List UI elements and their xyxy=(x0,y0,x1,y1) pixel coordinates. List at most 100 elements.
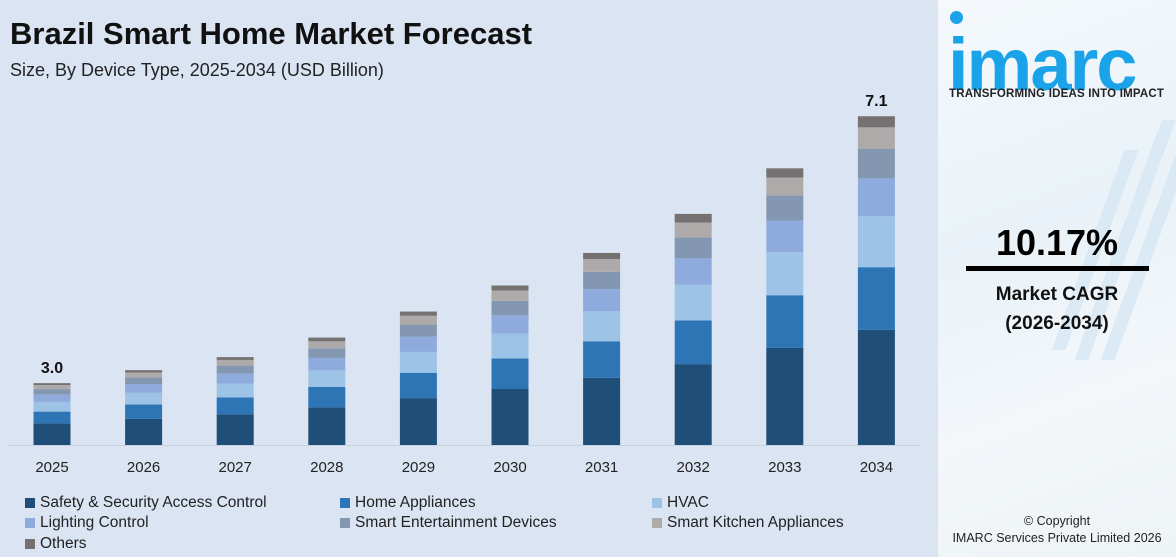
bar-segment-2026-2 xyxy=(125,392,163,405)
chart-panel: 2025 3.0 2026 2027 2028 2029 2030 2031 2032 2033 2… xyxy=(8,16,920,553)
total-label: 3.0 xyxy=(41,360,63,377)
company-name: IMARC Services Private Limited 2026 xyxy=(952,531,1162,545)
bar-segment-2030-6 xyxy=(491,285,529,291)
bar-segment-2030-4 xyxy=(491,300,529,316)
bar-segment-2031-4 xyxy=(583,271,621,290)
bar-segment-2028-4 xyxy=(308,348,346,358)
bar-segment-2033-3 xyxy=(766,220,804,253)
bar-segment-2028-1 xyxy=(308,386,346,408)
bar-segment-2032-0 xyxy=(674,364,712,445)
copyright: © Copyright xyxy=(1023,514,1091,528)
bar-segment-2025-1 xyxy=(33,411,71,424)
total-label: 7.1 xyxy=(865,93,887,110)
bar-segment-2032-1 xyxy=(674,320,712,365)
legend-item: Lighting Control xyxy=(25,514,149,532)
bar-segment-2029-4 xyxy=(399,324,437,337)
legend-item: Safety & Security Access Control xyxy=(25,494,267,512)
bar-segment-2029-1 xyxy=(399,372,437,399)
legend-item: Smart Entertainment Devices xyxy=(340,514,557,532)
bar-segment-2025-5 xyxy=(33,385,71,390)
bar-segment-2034-4 xyxy=(857,148,895,179)
bar-segment-2030-1 xyxy=(491,358,529,389)
bar-segment-2026-6 xyxy=(125,370,163,373)
bar-segment-2027-3 xyxy=(216,373,254,384)
bar-segment-2034-3 xyxy=(857,178,895,217)
divider xyxy=(966,266,1149,271)
stacked-bar-chart: 2025 3.0 2026 2027 2028 2029 2030 2031 2032 2033 2… xyxy=(8,93,920,476)
bar-segment-2029-0 xyxy=(399,398,437,445)
x-tick-label: 2025 xyxy=(35,459,68,476)
bar-segment-2032-5 xyxy=(674,222,712,238)
bar-segment-2028-5 xyxy=(308,341,346,349)
bar-segment-2031-1 xyxy=(583,341,621,378)
bar-segment-2027-2 xyxy=(216,383,254,398)
bar-segment-2031-0 xyxy=(583,377,621,445)
bar-segment-2031-2 xyxy=(583,311,621,342)
bar-segment-2029-2 xyxy=(399,351,437,373)
chart-subtitle: Size, By Device Type, 2025-2034 (USD Bil… xyxy=(10,60,384,80)
bar-segment-2027-0 xyxy=(216,414,254,445)
bar-segment-2031-6 xyxy=(583,252,621,260)
legend-label: Others xyxy=(40,535,87,552)
legend-label: Home Appliances xyxy=(355,494,476,511)
bar-segment-2025-2 xyxy=(33,401,71,412)
cagr-period: (2026-2034) xyxy=(1005,313,1109,334)
bar-segment-2031-5 xyxy=(583,259,621,272)
bar-segment-2032-4 xyxy=(674,237,712,259)
bar-segment-2034-1 xyxy=(857,267,895,330)
bar-segment-2025-3 xyxy=(33,394,71,402)
bar-segment-2033-2 xyxy=(766,252,804,296)
bar-segment-2030-2 xyxy=(491,333,529,359)
bar-segment-2026-3 xyxy=(125,384,163,393)
x-tick-label: 2028 xyxy=(310,459,343,476)
bar-segment-2030-3 xyxy=(491,315,529,334)
legend-item: Smart Kitchen Appliances xyxy=(652,514,844,532)
legend-swatch xyxy=(25,539,35,549)
bar-segment-2028-0 xyxy=(308,407,346,445)
bar-segment-2025-4 xyxy=(33,389,71,395)
legend-item: HVAC xyxy=(652,494,709,512)
bar-segment-2032-3 xyxy=(674,258,712,285)
bar-segment-2029-5 xyxy=(399,315,437,325)
x-tick-label: 2034 xyxy=(860,459,893,476)
cagr-label: Market CAGR xyxy=(995,284,1119,305)
legend-label: Safety & Security Access Control xyxy=(40,494,267,511)
bar-segment-2030-5 xyxy=(491,290,529,301)
legend-swatch xyxy=(25,498,35,508)
bar-segment-2026-0 xyxy=(125,418,163,445)
bar-segment-2028-3 xyxy=(308,357,346,371)
x-tick-label: 2029 xyxy=(402,459,435,476)
bar-segment-2027-1 xyxy=(216,397,254,415)
x-tick-label: 2027 xyxy=(219,459,252,476)
bar-segment-2030-0 xyxy=(491,388,529,445)
brand-tagline: TRANSFORMING IDEAS INTO IMPACT xyxy=(949,88,1165,100)
legend-item: Others xyxy=(25,535,87,553)
logo-dot xyxy=(950,11,963,24)
legend-label: Lighting Control xyxy=(40,514,149,531)
bar-segment-2028-6 xyxy=(308,337,346,342)
legend-swatch xyxy=(340,498,350,508)
x-tick-label: 2030 xyxy=(493,459,526,476)
brand-panel: imarc TRANSFORMING IDEAS INTO IMPACT 10.… xyxy=(938,0,1176,557)
bar-segment-2028-2 xyxy=(308,370,346,387)
bar-segment-2026-4 xyxy=(125,377,163,385)
bar-segment-2032-2 xyxy=(674,284,712,321)
x-tick-label: 2033 xyxy=(768,459,801,476)
legend-label: Smart Kitchen Appliances xyxy=(667,514,844,531)
bar-segment-2034-5 xyxy=(857,127,895,149)
bar-segment-2034-6 xyxy=(857,116,895,128)
bar-segment-2033-4 xyxy=(766,195,804,221)
x-tick-label: 2031 xyxy=(585,459,618,476)
bar-segment-2026-1 xyxy=(125,404,163,419)
bar-segment-2033-5 xyxy=(766,177,804,196)
bar-segment-2025-6 xyxy=(33,383,71,386)
legend-item: Home Appliances xyxy=(340,494,476,512)
bar-segment-2029-6 xyxy=(399,311,437,316)
bar-segment-2027-6 xyxy=(216,357,254,360)
bar-segment-2033-6 xyxy=(766,168,804,178)
bar-segment-2027-5 xyxy=(216,359,254,366)
bar-segment-2027-4 xyxy=(216,365,254,374)
legend-swatch xyxy=(25,518,35,528)
legend-swatch xyxy=(340,518,350,528)
bar-segment-2034-2 xyxy=(857,216,895,268)
